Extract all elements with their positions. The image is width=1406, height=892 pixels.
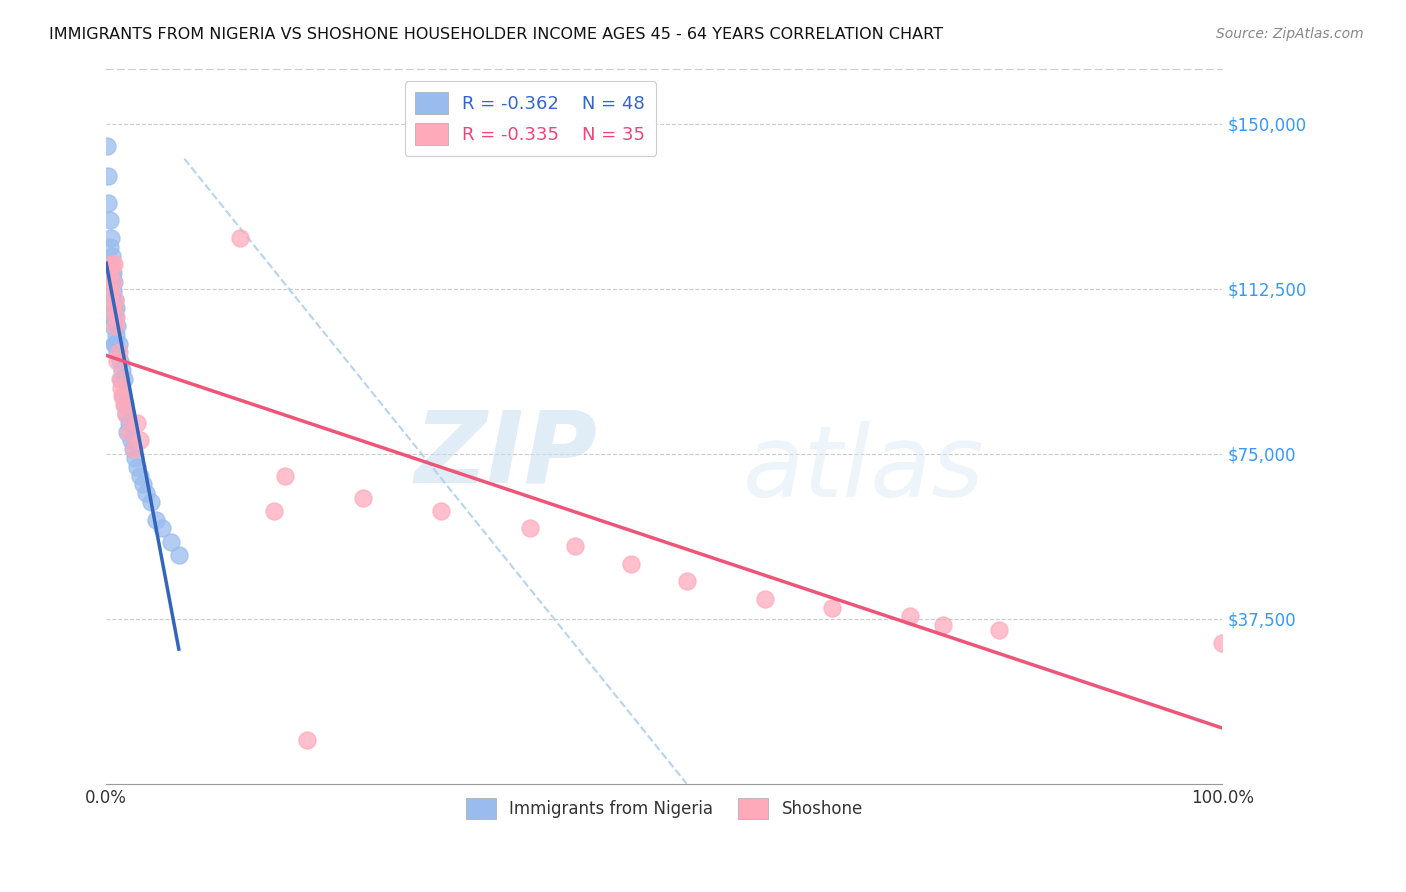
Point	[103, 275, 125, 289]
Point	[97, 195, 120, 210]
Point	[104, 318, 127, 333]
Point	[112, 398, 135, 412]
Point	[98, 213, 121, 227]
Text: ZIP: ZIP	[415, 406, 598, 503]
Point	[107, 336, 129, 351]
Point	[96, 138, 118, 153]
Point	[114, 398, 136, 412]
Point	[430, 504, 453, 518]
Point	[105, 318, 128, 333]
Point	[139, 495, 162, 509]
Point	[103, 336, 125, 351]
Point	[115, 407, 138, 421]
Point	[352, 491, 374, 505]
Point	[101, 275, 124, 289]
Point	[124, 450, 146, 465]
Point	[101, 310, 124, 325]
Point	[150, 521, 173, 535]
Point	[101, 301, 124, 316]
Point	[821, 600, 844, 615]
Point	[115, 407, 138, 421]
Point	[105, 354, 128, 368]
Point	[101, 284, 124, 298]
Point	[101, 275, 124, 289]
Point	[111, 389, 134, 403]
Point	[117, 416, 139, 430]
Point	[122, 442, 145, 457]
Text: atlas: atlas	[742, 420, 984, 517]
Point	[988, 623, 1011, 637]
Point	[101, 293, 124, 307]
Point	[120, 434, 142, 448]
Point	[105, 301, 128, 316]
Point	[98, 257, 121, 271]
Text: Source: ZipAtlas.com: Source: ZipAtlas.com	[1216, 27, 1364, 41]
Point	[932, 618, 955, 632]
Text: IMMIGRANTS FROM NIGERIA VS SHOSHONE HOUSEHOLDER INCOME AGES 45 - 64 YEARS CORREL: IMMIGRANTS FROM NIGERIA VS SHOSHONE HOUS…	[49, 27, 943, 42]
Point	[117, 425, 139, 439]
Point	[128, 468, 150, 483]
Point	[620, 557, 643, 571]
Point	[104, 310, 127, 325]
Point	[127, 416, 149, 430]
Point	[145, 513, 167, 527]
Point	[274, 468, 297, 483]
Point	[122, 442, 145, 457]
Point	[104, 293, 127, 307]
Point	[101, 257, 124, 271]
Point	[263, 504, 285, 518]
Point	[107, 345, 129, 359]
Point	[108, 354, 131, 368]
Point	[101, 266, 124, 280]
Point	[519, 521, 541, 535]
Point	[135, 486, 157, 500]
Point	[229, 231, 252, 245]
Point	[97, 169, 120, 184]
Point	[103, 301, 125, 316]
Point	[100, 231, 122, 245]
Point	[101, 249, 124, 263]
Point	[295, 732, 318, 747]
Point	[110, 381, 132, 395]
Point	[160, 534, 183, 549]
Point	[167, 548, 190, 562]
Point	[104, 293, 127, 307]
Point	[98, 266, 121, 280]
Point	[127, 459, 149, 474]
Point	[105, 327, 128, 342]
Point	[104, 336, 127, 351]
Point	[98, 240, 121, 254]
Point	[110, 372, 132, 386]
Point	[898, 609, 921, 624]
Point	[101, 318, 124, 333]
Point	[675, 574, 697, 589]
Point	[128, 434, 150, 448]
Point	[100, 284, 122, 298]
Point	[105, 345, 128, 359]
Point	[754, 591, 776, 606]
Point	[132, 477, 155, 491]
Point	[105, 310, 128, 325]
Point	[100, 266, 122, 280]
Point	[111, 363, 134, 377]
Point	[103, 257, 125, 271]
Legend: Immigrants from Nigeria, Shoshone: Immigrants from Nigeria, Shoshone	[460, 792, 869, 825]
Point	[1211, 636, 1233, 650]
Point	[117, 425, 139, 439]
Point	[111, 389, 134, 403]
Point	[108, 372, 131, 386]
Point	[564, 539, 586, 553]
Point	[101, 301, 124, 316]
Point	[112, 372, 135, 386]
